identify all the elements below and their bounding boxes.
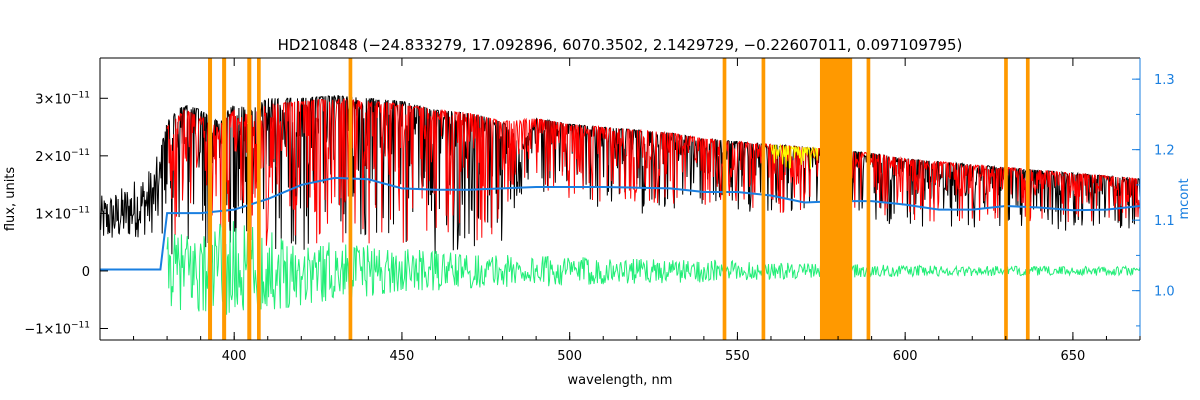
y2-axis-label: mcont — [1177, 178, 1192, 219]
y-tick-label: 2×10−11 — [35, 148, 90, 165]
masked-region — [722, 58, 727, 340]
axes-group: 400 450 500 550 600 650 −1×10−11 0 1×10−11 2×10−1… — [24, 57, 1175, 364]
masked-region — [247, 58, 252, 340]
masked-region — [1004, 58, 1008, 340]
x-axis-label: wavelength, nm — [568, 373, 673, 388]
y2-tick-label: 1.3 — [1154, 73, 1175, 88]
y-tick-label: 3×10−11 — [35, 90, 90, 107]
y2-tick-label: 1.1 — [1154, 214, 1175, 229]
x-tick-label: 600 — [893, 349, 918, 364]
y2-tick-label: 1.2 — [1154, 144, 1175, 159]
x-tick-label: 400 — [222, 349, 247, 364]
mask-regions — [208, 58, 1030, 340]
model-spectrum-line — [166, 97, 1140, 246]
masked-region — [819, 58, 853, 340]
x-tick-label: 650 — [1060, 349, 1085, 364]
y-axis-label: flux, units — [3, 167, 18, 232]
x-tick-label: 500 — [557, 349, 582, 364]
masked-region — [208, 58, 213, 340]
y-tick-label: 1×10−11 — [35, 205, 90, 222]
masked-region — [348, 58, 353, 340]
masked-region — [257, 58, 261, 340]
y2-tick-label: 1.0 — [1154, 285, 1175, 300]
masked-region — [222, 58, 227, 340]
highlighted-segment-line — [770, 143, 819, 170]
residuals-line — [166, 221, 1141, 315]
masked-region — [1025, 58, 1030, 340]
y-tick-label: −1×10−11 — [24, 320, 90, 337]
x-tick-label: 450 — [390, 349, 415, 364]
masked-region — [866, 58, 871, 340]
x-tick-label: 550 — [725, 349, 750, 364]
masked-region — [761, 58, 766, 340]
y-tick-label: 0 — [82, 265, 90, 280]
continuum-line — [100, 176, 1141, 271]
chart-title: HD210848 (−24.833279, 17.092896, 6070.35… — [278, 36, 963, 54]
series-group — [99, 95, 1141, 315]
